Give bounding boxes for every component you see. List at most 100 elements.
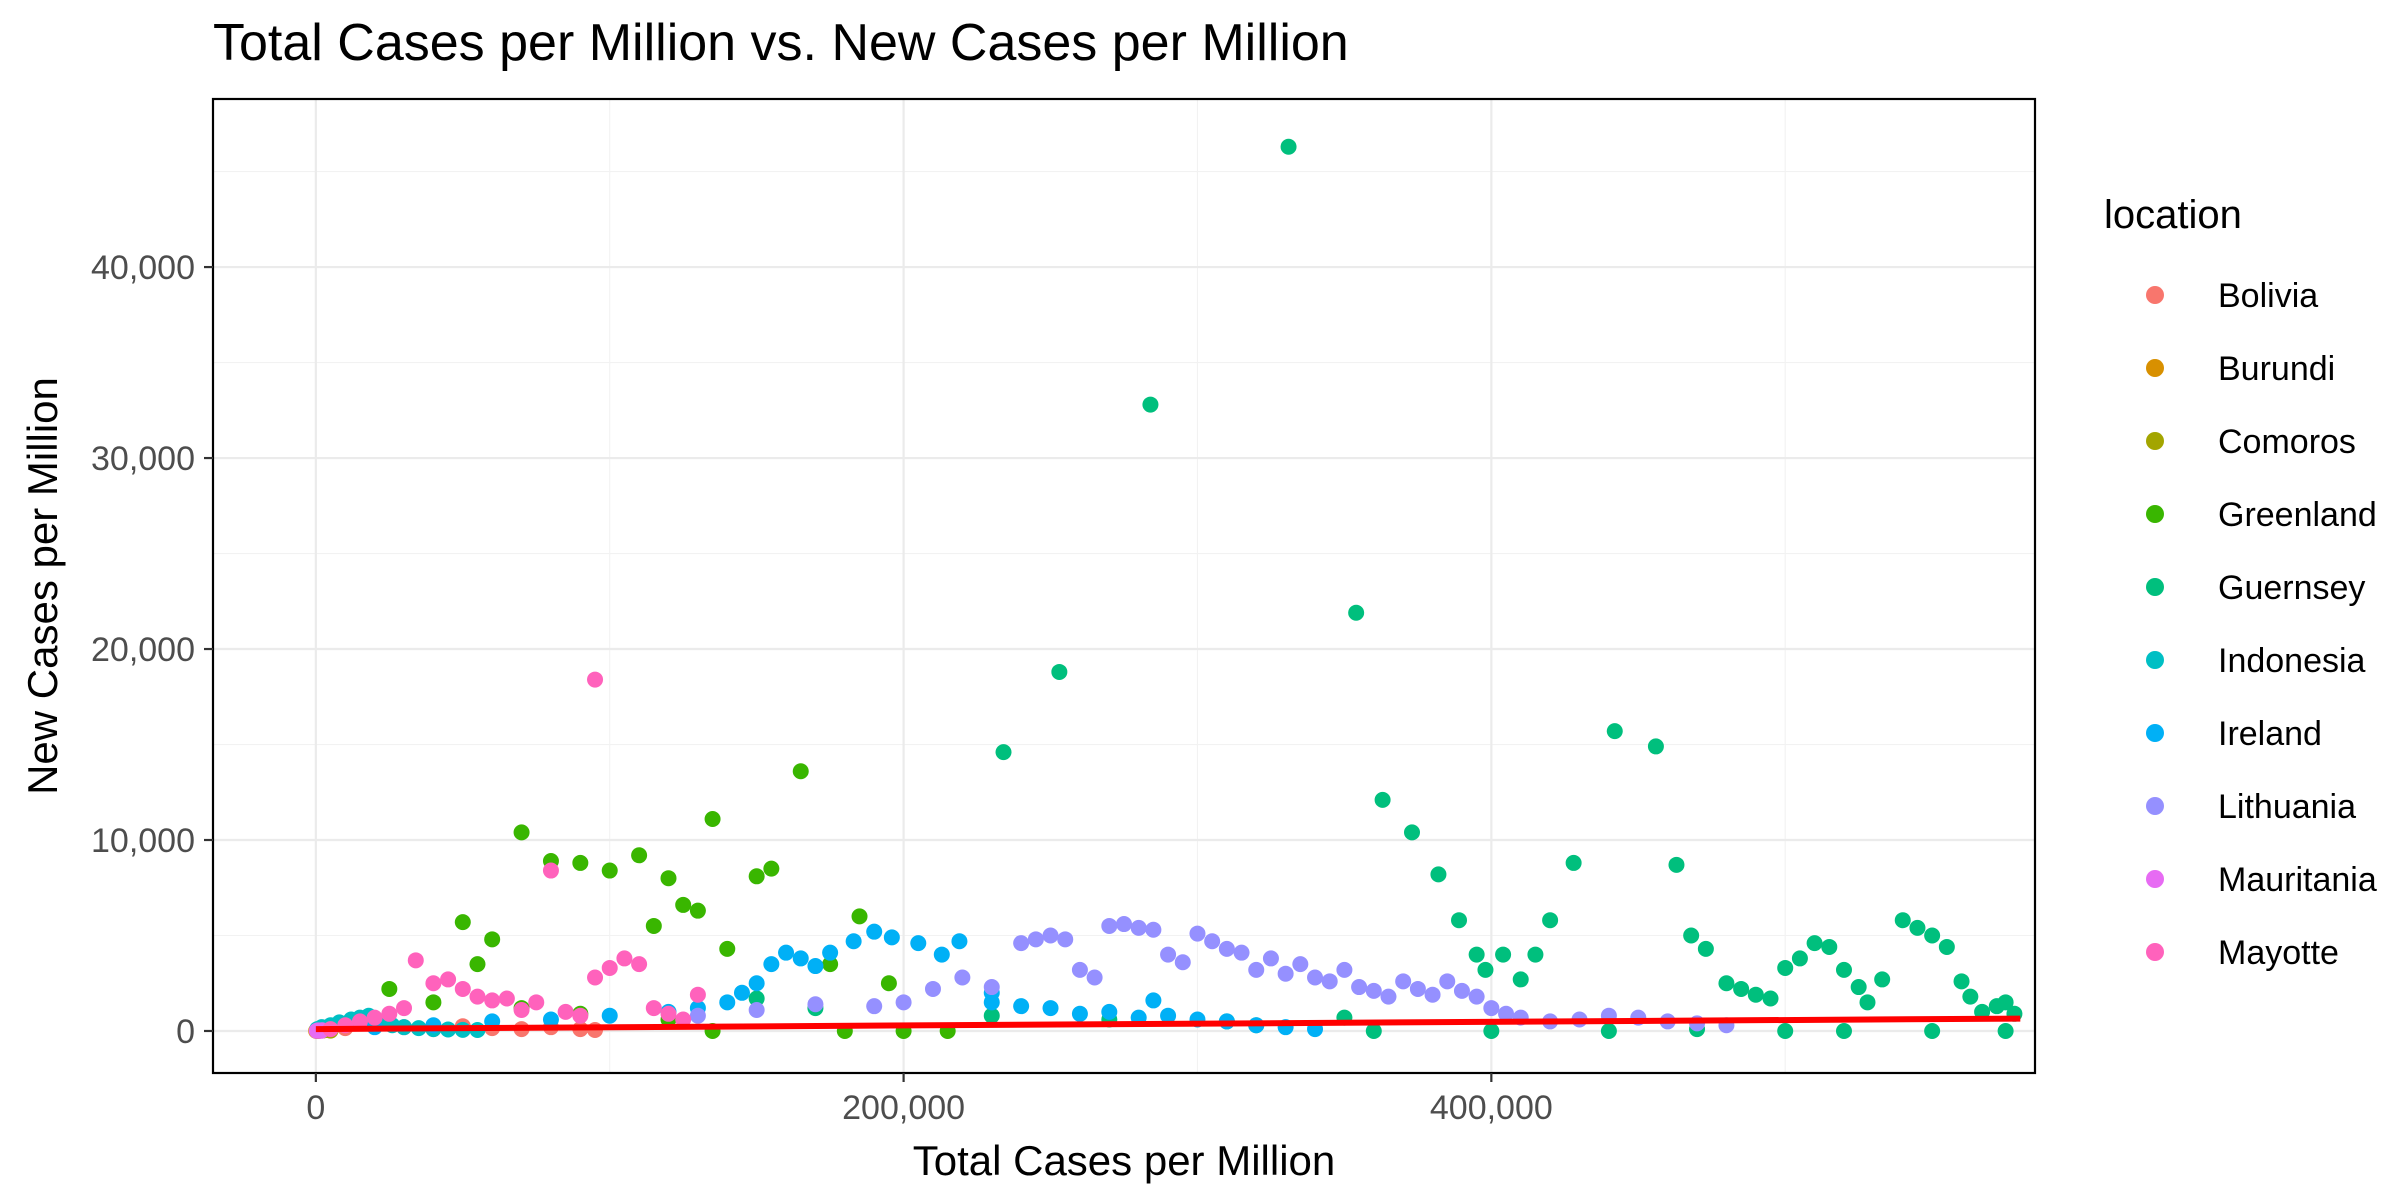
point-guernsey xyxy=(1051,663,1068,680)
point-mayotte xyxy=(454,980,471,997)
point-greenland xyxy=(513,824,530,841)
point-lithuania xyxy=(1218,940,1235,957)
y-tick-label: 30,000 xyxy=(91,440,195,478)
trend-line xyxy=(315,1015,2021,1033)
point-lithuania xyxy=(1189,925,1206,942)
point-guernsey xyxy=(1542,912,1559,929)
point-ireland xyxy=(748,975,765,992)
legend-key-lithuania xyxy=(2146,797,2164,815)
point-lithuania xyxy=(1116,916,1132,933)
point-greenland xyxy=(675,896,692,913)
point-guernsey xyxy=(1718,975,1735,992)
legend-label-mayotte: Mayotte xyxy=(2218,934,2339,972)
point-guernsey xyxy=(1477,961,1494,978)
point-guernsey xyxy=(1924,1022,1941,1039)
point-ireland xyxy=(601,1007,618,1024)
point-ireland xyxy=(1013,998,1030,1015)
point-lithuania xyxy=(1262,950,1279,967)
point-mayotte xyxy=(645,1000,662,1017)
legend-key-guernsey xyxy=(2146,578,2164,596)
point-lithuania xyxy=(1057,931,1074,948)
point-guernsey xyxy=(1835,961,1852,978)
point-mayotte xyxy=(407,952,424,969)
point-lithuania xyxy=(1351,979,1368,996)
point-lithuania xyxy=(1409,980,1426,997)
legend-key-comoros xyxy=(2146,432,2164,450)
point-guernsey xyxy=(1512,971,1529,988)
point-guernsey xyxy=(1953,973,1970,990)
legend-key-bolivia xyxy=(2146,286,2164,304)
point-lithuania xyxy=(1395,973,1412,990)
point-lithuania xyxy=(1483,1000,1500,1017)
y-axis-ticks: 0 10,000 20,000 30,000 40,000 xyxy=(91,249,213,1051)
point-mayotte xyxy=(498,990,515,1007)
x-axis-title: Total Cases per Million xyxy=(913,1137,1336,1184)
point-greenland xyxy=(822,956,839,973)
point-greenland xyxy=(601,862,618,879)
point-guernsey xyxy=(1821,938,1838,955)
point-mayotte xyxy=(689,986,706,1003)
point-guernsey xyxy=(1280,138,1297,155)
point-greenland xyxy=(792,763,809,780)
point-guernsey xyxy=(1997,1022,2014,1039)
plot-panel-border xyxy=(211,97,2037,1075)
point-lithuania xyxy=(1468,988,1485,1005)
point-lithuania xyxy=(1086,969,1103,986)
point-lithuania xyxy=(1365,982,1382,999)
x-tick-label: 400,000 xyxy=(1430,1089,1553,1127)
point-guernsey xyxy=(1938,938,1955,955)
point-lithuania xyxy=(1321,973,1338,990)
point-mayotte xyxy=(587,671,604,688)
legend-label-lithuania: Lithuania xyxy=(2218,788,2356,826)
point-lithuania xyxy=(1145,921,1162,938)
point-greenland xyxy=(689,902,706,919)
point-guernsey xyxy=(1850,979,1867,996)
point-lithuania xyxy=(1042,927,1059,944)
legend-label-ireland: Ireland xyxy=(2218,715,2322,753)
point-lithuania xyxy=(1027,931,1044,948)
point-mayotte xyxy=(557,1003,574,1020)
data-points xyxy=(308,138,2023,1039)
point-guernsey xyxy=(1997,994,2014,1011)
point-lithuania xyxy=(983,979,1000,996)
point-ireland xyxy=(933,946,950,963)
point-mayotte xyxy=(631,956,648,973)
legend-key-indonesia xyxy=(2146,651,2164,669)
point-guernsey xyxy=(1403,824,1420,841)
x-axis-ticks: 0 200,000 400,000 xyxy=(306,1073,1553,1127)
point-mayotte xyxy=(675,1011,692,1028)
point-mayotte xyxy=(469,988,486,1005)
legend-label-bolivia: Bolivia xyxy=(2218,277,2318,315)
legend: location Bolivia Burundi Comoros Greenland G… xyxy=(2104,193,2377,972)
point-lithuania xyxy=(1380,988,1397,1005)
point-ireland xyxy=(1160,1007,1177,1024)
point-guernsey xyxy=(1527,946,1544,963)
point-mayotte xyxy=(572,1007,589,1024)
point-ireland xyxy=(1071,1005,1088,1022)
point-guernsey xyxy=(1762,990,1779,1007)
point-ireland xyxy=(807,958,824,975)
point-guernsey xyxy=(1142,396,1159,413)
point-guernsey xyxy=(1777,1022,1794,1039)
point-guernsey xyxy=(1791,950,1808,967)
point-mayotte xyxy=(542,862,559,879)
point-guernsey xyxy=(1483,1022,1500,1039)
point-ireland xyxy=(866,923,883,940)
point-greenland xyxy=(645,917,662,934)
point-mayotte xyxy=(366,1009,383,1026)
point-mayotte xyxy=(440,971,457,988)
point-ireland xyxy=(845,933,862,950)
y-axis-title: New Cases per Million xyxy=(19,377,66,795)
point-lithuania xyxy=(1174,954,1191,971)
point-guernsey xyxy=(1365,1022,1382,1039)
point-guernsey xyxy=(1806,935,1823,952)
point-guernsey xyxy=(1606,723,1623,740)
point-guernsey xyxy=(1668,856,1685,873)
point-guernsey xyxy=(1565,854,1582,871)
point-guernsey xyxy=(1733,980,1750,997)
point-ireland xyxy=(719,994,736,1011)
y-tick-label: 0 xyxy=(176,1013,195,1051)
point-mayotte xyxy=(616,950,633,967)
point-guernsey xyxy=(1909,919,1926,936)
point-lithuania xyxy=(689,1007,706,1024)
